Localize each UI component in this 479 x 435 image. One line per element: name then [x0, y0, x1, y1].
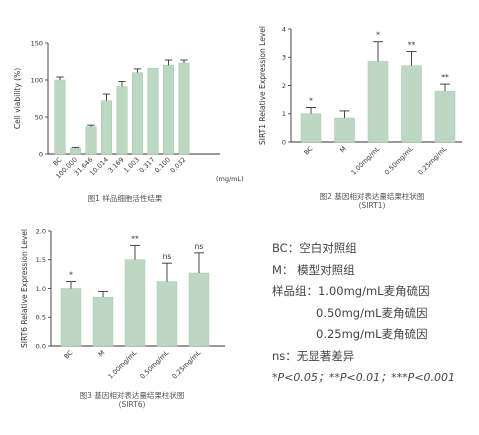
x-tick-label: BC [62, 348, 74, 360]
significance-label: ** [408, 41, 416, 50]
significance-label: * [69, 271, 73, 280]
y-tick-label: 4 [282, 25, 286, 33]
y-tick-label: 0.0 [36, 342, 46, 350]
bar [188, 272, 210, 347]
legend-bc: BC：空白对照组 [272, 241, 357, 255]
chart2-caption: 图2 基因相对表达量结果柱状图 (SIRT1) [272, 192, 472, 211]
x-tick-label: 0.50mg/mL [139, 348, 171, 380]
legend-sample-2: 0.50mg/mL麦角硫因 [316, 305, 428, 320]
y-tick-label: 3 [282, 54, 286, 62]
chart1-caption: 图1 样品细胞活性结果 [30, 194, 220, 203]
y-tick-label: 150 [31, 39, 43, 47]
caption-subtext: (SIRT6) [118, 400, 146, 410]
y-axis-title: Cell viability (%) [13, 68, 22, 129]
x-axis-unit: (mg/mL) [216, 175, 244, 183]
x-tick-label: 1.00mg/mL [107, 348, 139, 380]
legend-m: M： 模型对照组 [272, 262, 355, 277]
bar [156, 281, 178, 347]
caption-subtext: (SIRT1) [358, 201, 386, 211]
y-tick-label: 50 [35, 113, 43, 121]
x-tick-label: M [338, 145, 348, 155]
chart3-caption: 图3 基因相对表达量结果柱状图 (SIRT6) [32, 391, 232, 410]
y-tick-label: 0 [39, 150, 43, 158]
y-tick-label: 1.0 [36, 285, 46, 293]
bar [92, 296, 114, 347]
y-tick-label: 2 [282, 82, 286, 90]
y-tick-label: 0.5 [36, 314, 46, 322]
caption-text: 图1 样品细胞活性结果 [87, 194, 163, 203]
y-tick-label: 1.5 [36, 256, 46, 264]
bar [124, 259, 146, 347]
significance-label: ns [163, 252, 172, 261]
caption-text: 图2 基因相对表达量结果柱状图 [319, 192, 425, 201]
significance-label: ** [131, 234, 139, 243]
y-axis-title: SIRT6 Relative Expression Level [20, 229, 29, 348]
y-axis-title: SIRT1 Relative Expression Level [258, 26, 267, 145]
significance-label: ** [441, 73, 449, 82]
x-tick-label: M [97, 349, 107, 359]
y-tick-label: 2.0 [36, 227, 46, 235]
y-tick-label: 1 [282, 110, 286, 118]
group-legend: BC：空白对照组 M： 模型对照组 样品组：1.00mg/mL麦角硫因 0.50… [272, 240, 477, 391]
significance-label: * [309, 97, 313, 106]
legend-ns: ns：无显著差异 [272, 348, 355, 363]
legend-pvalues: *P<0.05；**P<0.01；***P<0.001 [272, 371, 456, 384]
x-tick-label: 0.25mg/mL [171, 348, 203, 380]
bar [147, 67, 159, 155]
significance-label: * [376, 31, 380, 40]
y-tick-label: 100 [31, 76, 43, 84]
legend-sample-1: 样品组：1.00mg/mL麦角硫因 [272, 284, 430, 298]
y-tick-label: 0 [282, 138, 286, 146]
legend-sample-3: 0.25mg/mL麦角硫因 [316, 327, 428, 341]
caption-text: 图3 基因相对表达量结果柱状图 [79, 391, 185, 400]
bar [60, 288, 82, 347]
significance-label: ns [195, 242, 204, 251]
